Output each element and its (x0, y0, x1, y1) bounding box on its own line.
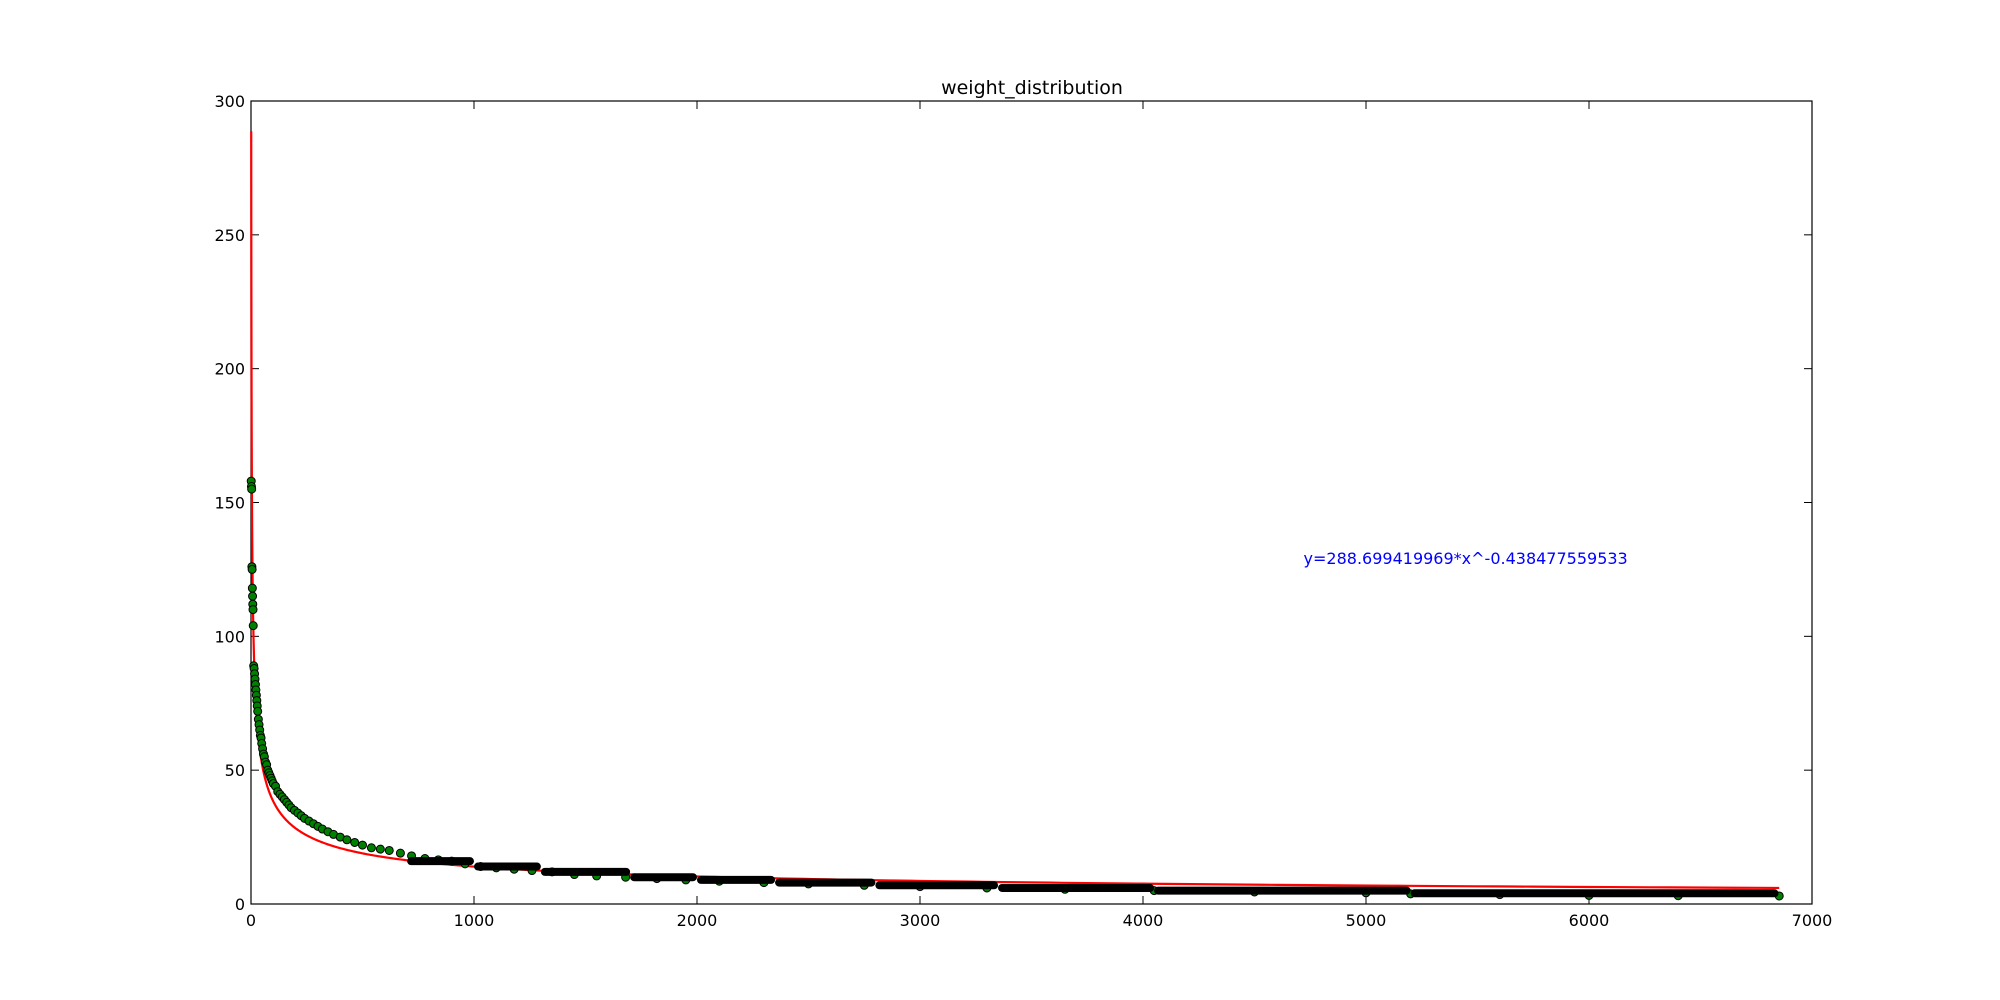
scatter-point-band (1154, 886, 1411, 895)
scatter-point (248, 591, 258, 601)
y-tick-label: 150 (214, 494, 245, 513)
y-tick-label: 100 (214, 627, 245, 646)
fit-equation-annotation: y=288.699419969*x^-0.438477559533 (1304, 549, 1628, 568)
x-axis: 0 1000 2000 3000 4000 5000 6000 7000 (246, 101, 1832, 930)
y-axis: 0 50 100 150 200 250 300 (214, 92, 1812, 914)
scatter-point (253, 706, 263, 716)
x-tick-label: 4000 (1123, 911, 1164, 930)
x-tick-label: 1000 (454, 911, 495, 930)
scatter-point (247, 583, 257, 593)
scatter-point (248, 605, 258, 615)
x-tick-label: 0 (246, 911, 256, 930)
scatter-point (366, 843, 376, 853)
x-tick-label: 7000 (1792, 911, 1833, 930)
scatter-point-band (474, 862, 541, 871)
scatter-point-band (630, 873, 697, 882)
y-tick-label: 50 (225, 761, 245, 780)
scatter-point-band (875, 881, 999, 890)
x-tick-label: 5000 (1346, 911, 1387, 930)
scatter-point (358, 840, 367, 850)
scatter-point (342, 835, 352, 845)
x-tick-label: 3000 (900, 911, 941, 930)
y-tick-label: 0 (235, 895, 245, 914)
y-tick-label: 250 (214, 226, 245, 245)
scatter-point (247, 564, 257, 574)
chart-title: weight_distribution (941, 77, 1123, 99)
scatter-point-band (697, 875, 776, 884)
scatter-point-band (1410, 889, 1779, 898)
y-tick-label: 300 (214, 92, 245, 111)
scatter-point (375, 844, 385, 854)
scatter-point-band (998, 883, 1155, 892)
y-tick-label: 200 (214, 360, 245, 379)
scatter-point-band (775, 878, 876, 887)
scatter-point (350, 837, 360, 847)
scatter-series (246, 476, 1784, 901)
x-tick-label: 6000 (1569, 911, 1610, 930)
fit-line (250, 131, 1780, 890)
scatter-point (395, 848, 405, 858)
scatter-point (248, 621, 258, 631)
plot-area (250, 100, 1813, 905)
fit-line-series (250, 131, 1780, 890)
x-tick-label: 2000 (677, 911, 718, 930)
scatter-point (247, 484, 257, 494)
scatter-point (384, 845, 394, 855)
axes-frame (250, 100, 1813, 905)
scatter-point-band (540, 867, 631, 876)
scatter-point-band (407, 857, 474, 866)
